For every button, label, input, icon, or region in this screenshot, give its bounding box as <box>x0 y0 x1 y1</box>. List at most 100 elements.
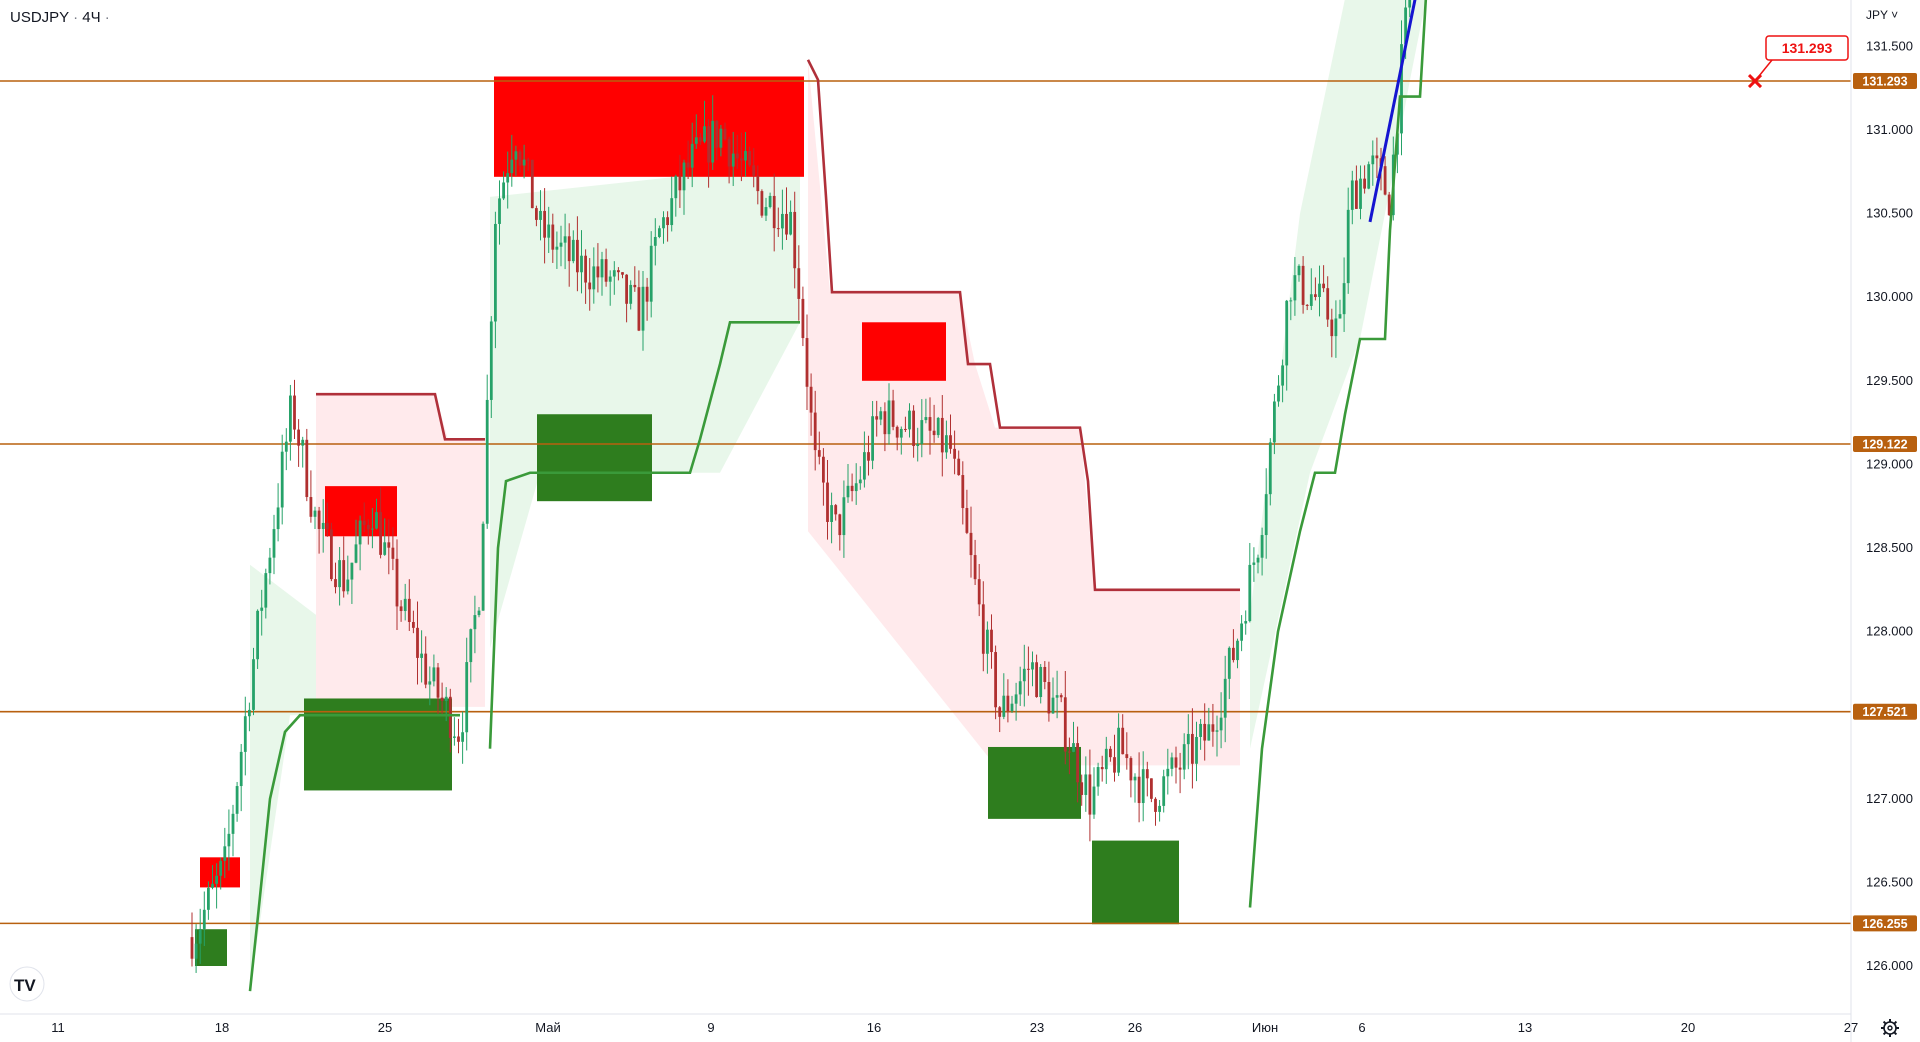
x-tick-label: 18 <box>215 1020 229 1035</box>
candle-body <box>1158 805 1161 812</box>
candle-body <box>198 928 202 944</box>
candle-body <box>342 560 346 592</box>
candle-body <box>284 441 288 452</box>
candle-body <box>1109 748 1112 758</box>
candle-body <box>436 667 440 698</box>
candle-body <box>1043 666 1047 682</box>
candle-body <box>1314 294 1317 298</box>
candle-body <box>1371 155 1375 165</box>
currency-label[interactable]: JPY <box>1866 8 1888 22</box>
candle-body <box>1252 562 1256 565</box>
candle-body <box>924 417 928 421</box>
candle-body <box>817 450 821 457</box>
candle-body <box>1326 288 1330 320</box>
candle-body <box>485 399 489 524</box>
candle-body <box>920 420 924 445</box>
candle-body <box>1285 300 1289 366</box>
candle-body <box>1010 703 1014 712</box>
support-band-area <box>250 564 316 992</box>
candle-body <box>772 195 776 229</box>
candle-body <box>1006 695 1010 712</box>
candle-body <box>1080 782 1084 795</box>
candle-body <box>953 448 956 459</box>
candle-body <box>440 697 444 701</box>
candle-body <box>830 505 833 522</box>
candle-body <box>391 547 395 559</box>
candle-body <box>694 137 698 144</box>
candle-body <box>1055 695 1059 698</box>
y-tick-label: 131.000 <box>1866 122 1913 137</box>
interval-label[interactable]: 4Ч <box>82 9 100 26</box>
candle-body <box>969 532 973 556</box>
candle-body <box>461 732 464 742</box>
candle-body <box>592 266 596 290</box>
candle-body <box>785 213 788 235</box>
settings-gear-icon[interactable] <box>1881 1019 1899 1037</box>
candle-body <box>190 937 194 959</box>
symbol-label[interactable]: USDJPY <box>10 9 69 26</box>
candle-body <box>1400 44 1403 134</box>
candle-body <box>653 236 657 246</box>
y-tick-label: 129.500 <box>1866 373 1913 388</box>
candle-body <box>530 159 534 209</box>
candle-body <box>1084 774 1088 795</box>
candle-body <box>612 270 616 277</box>
candle-body <box>1334 318 1338 337</box>
candle-body <box>584 255 587 283</box>
candle-body <box>1100 767 1104 770</box>
candle-body <box>945 435 948 453</box>
candle-body <box>1002 695 1006 717</box>
candle-body <box>412 621 415 628</box>
candle-body <box>1031 662 1034 670</box>
candle-body <box>547 224 551 238</box>
candle-body <box>248 709 251 717</box>
candle-body <box>604 259 608 282</box>
candle-body <box>715 120 719 148</box>
candle-body <box>358 520 362 545</box>
candle-body <box>858 479 862 484</box>
candle-body <box>1018 681 1022 695</box>
candle-body <box>834 505 838 515</box>
candle-body <box>686 162 690 168</box>
candle-body <box>994 652 997 708</box>
candle-body <box>395 558 399 607</box>
candle-body <box>539 210 542 220</box>
candle-body <box>863 452 866 480</box>
candle-body <box>1408 0 1412 8</box>
candle-body <box>489 321 493 400</box>
candle-body <box>990 629 993 653</box>
candle-body <box>235 786 239 814</box>
candle-body <box>1047 681 1051 714</box>
candle-body <box>481 523 485 611</box>
candle-body <box>334 579 337 588</box>
price-tag-label: 127.521 <box>1862 705 1907 719</box>
price-tags: 137.186136.134135.189134.538133.611132.9… <box>1853 73 1917 932</box>
candle-body <box>1338 314 1342 319</box>
candle-body <box>813 412 817 451</box>
x-tick-label: 11 <box>51 1020 65 1035</box>
candle-body <box>1076 743 1079 783</box>
candle-body <box>822 456 825 483</box>
candle-body <box>1121 727 1125 755</box>
candle-body <box>227 833 231 847</box>
candle-body <box>1162 776 1166 806</box>
candle-body <box>1318 283 1321 298</box>
candle-body <box>744 151 747 161</box>
candle-body <box>1113 757 1116 773</box>
candle-body <box>932 430 936 436</box>
candle-body <box>711 120 715 163</box>
candle-body <box>256 610 259 660</box>
candle-body <box>1154 798 1157 812</box>
candle-body <box>563 236 567 243</box>
candle-body <box>1350 180 1354 210</box>
candle-body <box>383 542 387 555</box>
candle-body <box>551 224 555 250</box>
candle-body <box>354 544 358 563</box>
candle-body <box>973 555 977 580</box>
candle-body <box>243 716 247 752</box>
candle-body <box>371 528 374 530</box>
candle-body <box>264 573 268 608</box>
x-tick-label: Июн <box>1252 1020 1278 1035</box>
